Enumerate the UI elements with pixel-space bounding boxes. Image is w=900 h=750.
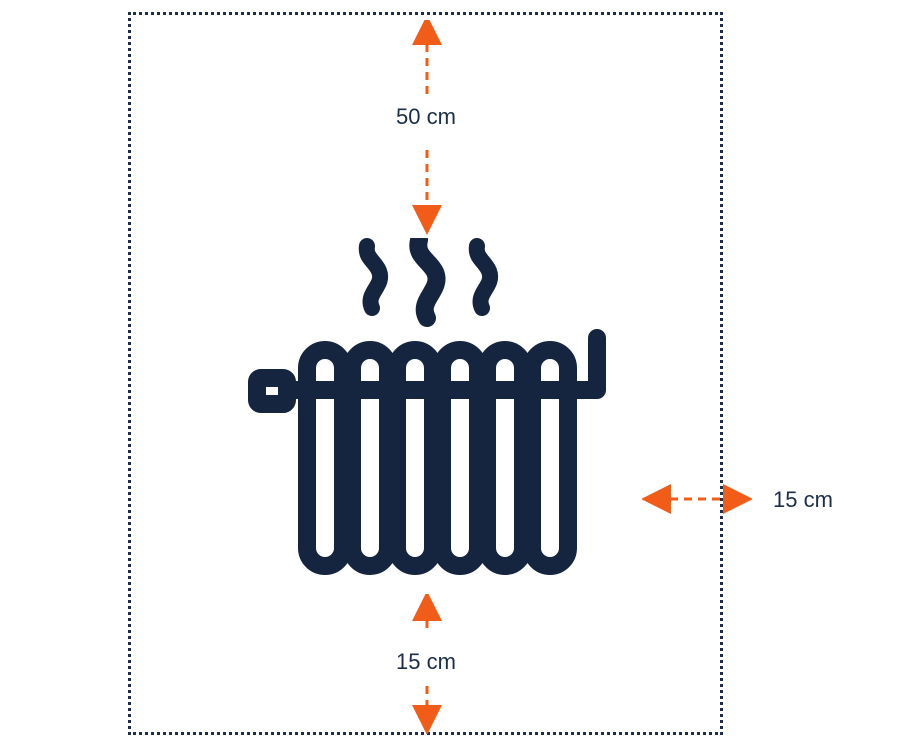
bottom-measurement-label: 15 cm xyxy=(396,649,456,675)
right-arrow xyxy=(642,479,752,519)
radiator-icon xyxy=(237,238,617,578)
top-arrow xyxy=(407,20,447,240)
right-measurement-label: 15 cm xyxy=(773,487,833,513)
top-measurement-label: 50 cm xyxy=(396,104,456,130)
